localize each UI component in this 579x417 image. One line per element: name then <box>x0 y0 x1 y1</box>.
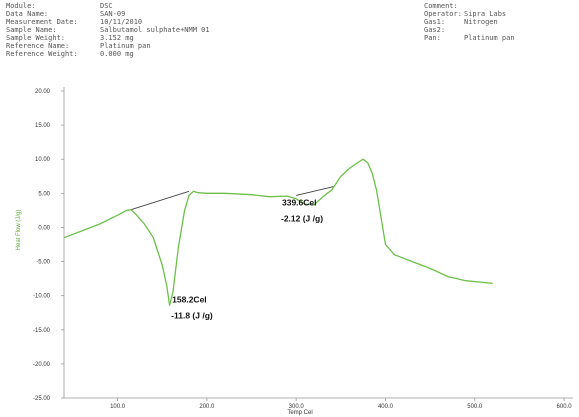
info-row: Data Name: SAN-09 <box>6 10 210 18</box>
y-tick-label: 20.00 <box>35 89 51 95</box>
info-label: Measurement Date: <box>6 18 78 26</box>
x-tick-label: 200.0 <box>199 404 215 410</box>
measurement-info: Module: DSC Data Name: SAN-09 Measurement Da… <box>6 2 210 58</box>
y-tick-label: -15.00 <box>33 328 51 334</box>
x-axis-label: Temp Cel <box>287 410 312 416</box>
baseline-line <box>130 190 190 211</box>
comment-label: Gas1: <box>424 18 446 26</box>
comment-label: Pan: <box>424 34 441 42</box>
info-row: Module: DSC <box>6 2 210 10</box>
comment-row: Gas1: Nitrogen <box>424 18 515 26</box>
comment-row: Operator: Sipra Labs <box>424 10 515 18</box>
comment-label: Gas2: <box>424 26 446 34</box>
comment-label: Comment: <box>424 2 458 10</box>
info-label: Data Name: <box>6 10 49 18</box>
comment-value: Nitrogen <box>464 18 498 26</box>
chart-axes <box>63 87 573 399</box>
info-row: Sample Name: Salbutamol sulphate+NMM 01 <box>6 26 210 34</box>
y-tick-label: -25.00 <box>33 396 51 402</box>
x-axis-ticks: 100.0 200.0 300.0 400.0 500.0 600.0 <box>110 398 572 410</box>
info-value: 3.152 mg <box>100 34 134 42</box>
y-tick-label: 15.00 <box>35 123 51 129</box>
y-tick-label: 5.00 <box>38 191 50 197</box>
info-value: 10/11/2010 <box>100 18 143 26</box>
info-label: Reference Name: <box>6 42 70 50</box>
info-label: Sample Name: <box>6 26 57 34</box>
info-row: Reference Weight: 0.000 mg <box>6 50 210 58</box>
comment-row: Gas2: <box>424 26 515 34</box>
operator-info: Comment: Operator: Sipra Labs Gas1: Nitrogen… <box>424 2 515 42</box>
info-row: Reference Name: Platinum pan <box>6 42 210 50</box>
y-tick-label: 10.00 <box>35 157 51 163</box>
baseline-line <box>296 186 334 196</box>
peak-annotation-label: 339.6Cel <box>282 198 317 208</box>
info-value: DSC <box>100 2 113 10</box>
comment-value: Platinum pan <box>464 34 515 42</box>
info-value: 0.000 mg <box>100 50 134 58</box>
info-label: Module: <box>6 2 36 10</box>
comment-label: Operator: <box>424 10 462 18</box>
peak-annotation-label: 158.2Cel <box>172 294 207 304</box>
y-axis-ticks: 20.00 15.00 10.00 5.00 0.00 -5.00 -10.00 -15.00… <box>33 89 64 402</box>
y-tick-label: -10.00 <box>33 294 51 300</box>
info-value: SAN-09 <box>100 10 126 18</box>
series <box>63 158 493 306</box>
heat-flow-line <box>63 158 493 306</box>
x-tick-label: 600.0 <box>557 404 573 410</box>
info-row: Sample Weight: 3.152 mg <box>6 34 210 42</box>
y-axis-label: Heat Flow (J/g) <box>16 210 22 251</box>
peak-annotation-label: -11.8 (J /g) <box>171 310 213 320</box>
y-tick-label: 0.00 <box>38 225 50 231</box>
info-value: Salbutamol sulphate+NMM 01 <box>100 26 210 34</box>
info-value: Platinum pan <box>100 42 151 50</box>
x-tick-label: 300.0 <box>289 404 305 410</box>
info-label: Sample Weight: <box>6 34 66 42</box>
info-row: Measurement Date: 10/11/2010 <box>6 18 210 26</box>
y-tick-label: -5.00 <box>36 260 50 266</box>
comment-value: Sipra Labs <box>464 10 507 18</box>
comment-row: Comment: <box>424 2 515 10</box>
y-tick-label: -20.00 <box>33 362 51 368</box>
baselines <box>130 186 334 211</box>
peak-annotation-label: -2.12 (J /g) <box>281 214 323 224</box>
info-label: Reference Weight: <box>6 50 78 58</box>
x-tick-label: 400.0 <box>378 404 394 410</box>
annotations: 158.2Cel -11.8 (J /g) 339.6Cel -2.12 (J /g) <box>171 198 323 321</box>
x-tick-label: 500.0 <box>467 404 483 410</box>
comment-row: Pan: Platinum pan <box>424 34 515 42</box>
x-tick-label: 100.0 <box>110 404 126 410</box>
